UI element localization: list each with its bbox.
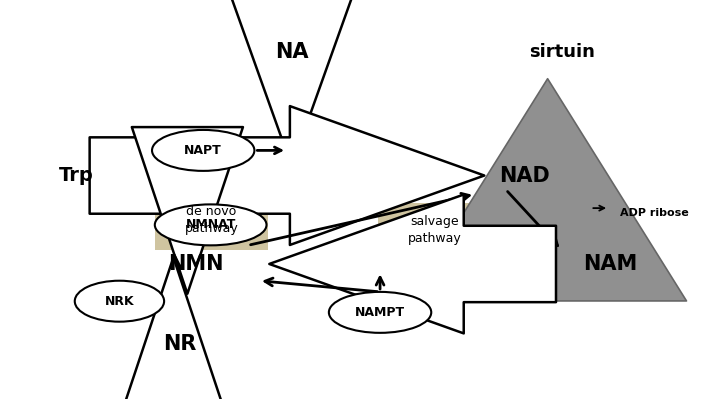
Text: NA: NA <box>275 42 308 62</box>
Text: NAM: NAM <box>583 254 637 274</box>
Text: NMNAT: NMNAT <box>185 218 236 231</box>
Text: salvage
pathway: salvage pathway <box>408 215 462 245</box>
Text: NAD: NAD <box>499 166 550 186</box>
Text: ADP ribose: ADP ribose <box>620 208 689 218</box>
Text: NAMPT: NAMPT <box>355 306 405 319</box>
Ellipse shape <box>152 130 255 171</box>
Text: de novo
pathway: de novo pathway <box>184 205 239 235</box>
Ellipse shape <box>75 281 164 322</box>
Text: NR: NR <box>163 334 197 354</box>
Ellipse shape <box>329 292 431 333</box>
Text: NMN: NMN <box>168 254 224 274</box>
Ellipse shape <box>155 204 267 245</box>
Text: NRK: NRK <box>104 295 134 308</box>
Bar <box>378 203 492 257</box>
Bar <box>155 190 268 250</box>
Text: NAPT: NAPT <box>184 144 222 157</box>
Text: Trp: Trp <box>59 166 94 185</box>
Text: sirtuin: sirtuin <box>528 43 594 61</box>
